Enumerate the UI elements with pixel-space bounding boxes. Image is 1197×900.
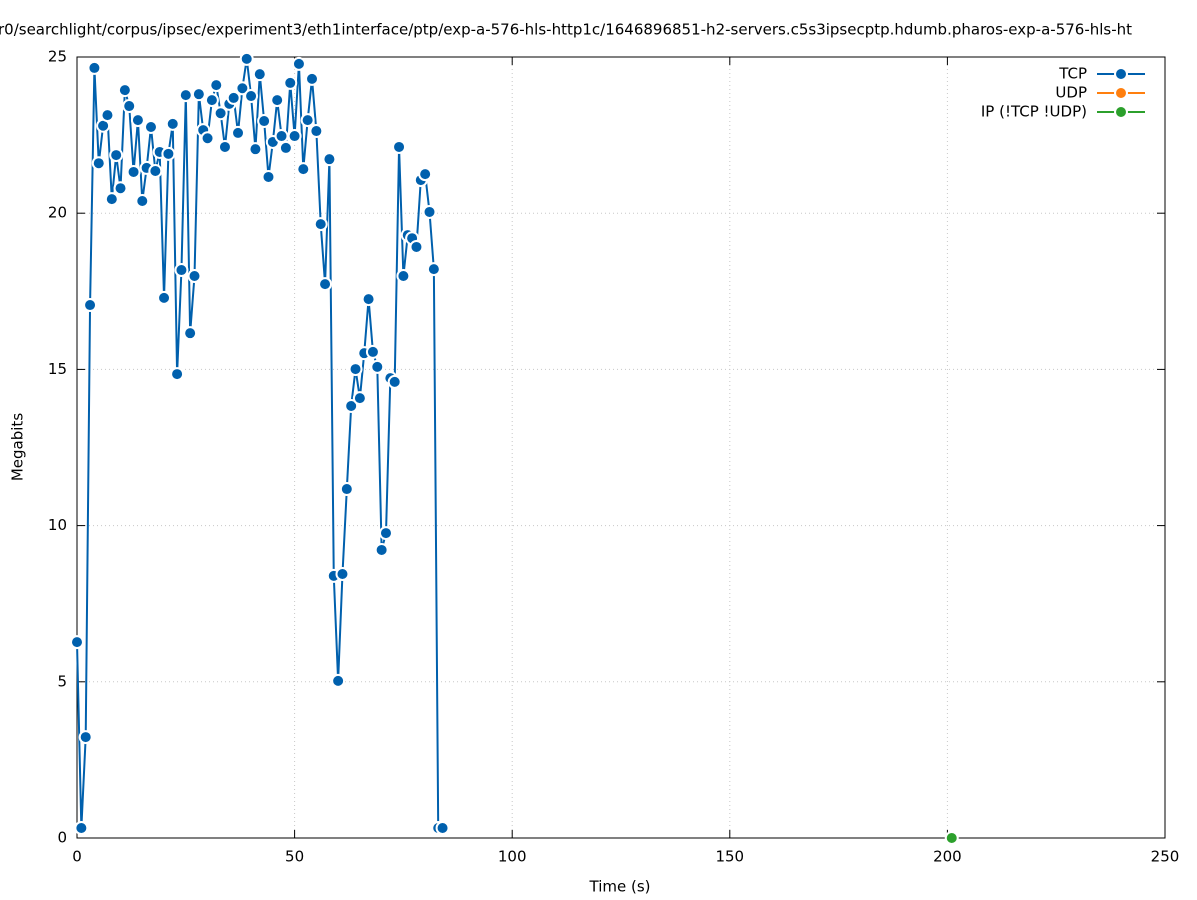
data-point [261, 169, 276, 184]
x-axis-label: Time (s) [589, 878, 651, 896]
data-point [409, 239, 424, 254]
data-point [378, 526, 393, 541]
data-point [183, 326, 198, 341]
data-point [165, 116, 180, 131]
data-point [226, 90, 241, 105]
legend-label: TCP [1058, 65, 1087, 83]
data-point [239, 51, 254, 66]
legend-marker [1114, 86, 1128, 100]
data-point [252, 67, 267, 82]
data-point [231, 125, 246, 140]
data-point [283, 75, 298, 90]
data-point [217, 139, 232, 154]
legend-label: IP (!TCP !UDP) [981, 103, 1087, 121]
y-tick-label: 10 [48, 516, 67, 534]
data-point [178, 88, 193, 103]
data-point [352, 391, 367, 406]
data-point [83, 298, 98, 313]
data-point [74, 821, 89, 836]
data-point [435, 821, 450, 836]
data-point [126, 164, 141, 179]
data-point [374, 542, 389, 557]
data-point [157, 290, 172, 305]
data-point [117, 83, 132, 98]
data-point [191, 87, 206, 102]
legend-marker [1114, 105, 1128, 119]
data-point [274, 129, 289, 144]
data-point [339, 482, 354, 497]
data-point [244, 89, 259, 104]
y-tick-label: 5 [57, 672, 67, 690]
data-point [365, 344, 380, 359]
chart-title: r0/searchlight/corpus/ipsec/experiment3/… [0, 21, 1132, 39]
y-tick-label: 20 [48, 204, 67, 222]
data-point [113, 181, 128, 196]
data-point [270, 93, 285, 108]
data-point [87, 60, 102, 75]
data-point [944, 831, 959, 845]
legend-marker [1114, 67, 1128, 81]
data-point [122, 99, 137, 114]
x-tick-label: 50 [285, 848, 304, 866]
data-point [248, 142, 263, 157]
data-point [396, 268, 411, 283]
data-point [213, 106, 228, 121]
data-point [91, 156, 106, 171]
y-tick-label: 0 [57, 829, 67, 847]
x-tick-label: 200 [933, 848, 962, 866]
data-point [235, 81, 250, 96]
data-point [100, 108, 115, 123]
data-point [287, 129, 302, 144]
legend-label: UDP [1055, 84, 1087, 102]
y-axis-label: Megabits [9, 413, 27, 481]
plot-border [76, 56, 1166, 839]
data-point [204, 93, 219, 108]
data-point [104, 192, 119, 207]
data-point [170, 367, 185, 382]
x-tick-label: 250 [1151, 848, 1180, 866]
data-point [143, 119, 158, 134]
data-point [296, 162, 311, 177]
x-tick-label: 0 [72, 848, 82, 866]
data-point [418, 167, 433, 182]
data-point [300, 113, 315, 128]
data-point [209, 78, 224, 93]
data-point [426, 262, 441, 277]
data-point [361, 292, 376, 307]
data-point [257, 114, 272, 129]
data-point [70, 635, 84, 650]
data-point [278, 140, 293, 155]
data-point [318, 277, 333, 292]
data-point [135, 194, 150, 209]
data-point [348, 362, 363, 377]
data-point [335, 567, 350, 582]
data-point [322, 152, 337, 167]
data-point [422, 204, 437, 219]
x-tick-label: 150 [715, 848, 744, 866]
y-tick-label: 15 [48, 360, 67, 378]
data-point [392, 139, 407, 154]
data-point [305, 71, 320, 86]
data-point [148, 164, 163, 179]
y-tick-label: 25 [48, 48, 67, 66]
data-point [109, 148, 124, 163]
data-point [130, 113, 145, 128]
data-point [331, 673, 346, 688]
data-point [174, 263, 189, 278]
data-point [309, 124, 324, 139]
data-point [313, 217, 328, 232]
data-point [291, 56, 306, 71]
data-point [161, 146, 176, 161]
data-point [344, 398, 359, 413]
data-point [370, 359, 385, 374]
data-point [387, 374, 402, 389]
data-point [78, 730, 93, 745]
data-point [187, 268, 202, 283]
data-point [200, 131, 215, 146]
x-tick-label: 100 [498, 848, 527, 866]
